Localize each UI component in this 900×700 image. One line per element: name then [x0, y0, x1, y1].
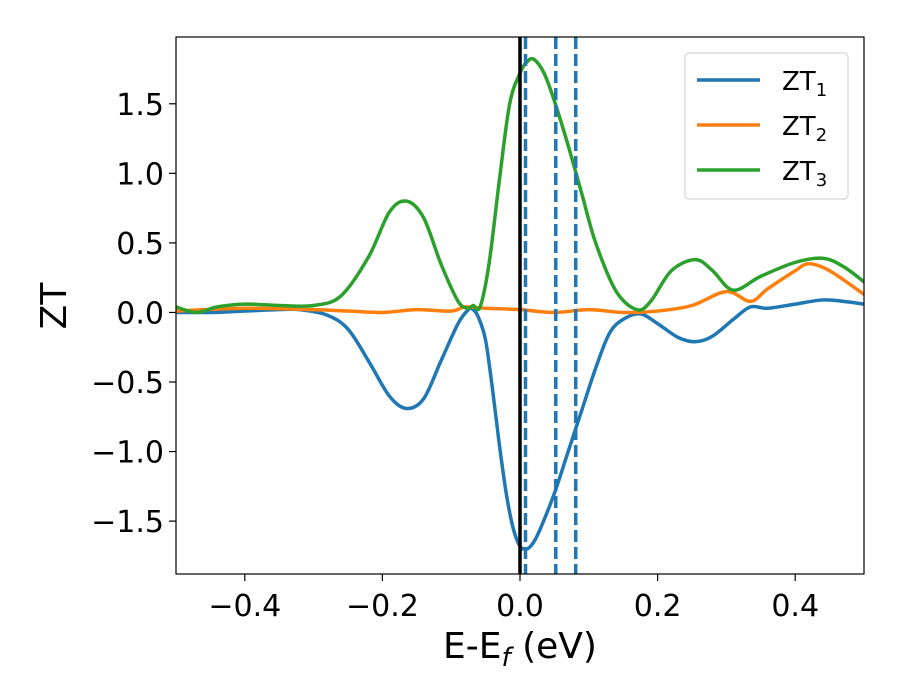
- series-line-zt2: [176, 262, 864, 315]
- y-axis-label: ZT: [34, 282, 75, 330]
- x-tick-label: 0.2: [634, 589, 682, 624]
- legend-box: [684, 52, 849, 200]
- legend-label-zt3: ZT3: [782, 157, 827, 191]
- x-tick-label: −0.4: [208, 589, 281, 624]
- x-axis: −0.4 −0.2 0.0 0.2 0.4: [208, 574, 819, 624]
- y-tick-label: 0.0: [116, 296, 164, 331]
- y-tick-label: 1.0: [116, 157, 164, 192]
- y-tick-label: 1.5: [116, 88, 164, 123]
- y-axis: −1.5 −1.0 −0.5 0.0 0.5 1.0 1.5: [91, 88, 176, 540]
- y-tick-label: 0.5: [116, 227, 164, 262]
- legend: ZT1 ZT2 ZT3: [684, 52, 849, 200]
- x-tick-label: −0.2: [346, 589, 419, 624]
- y-tick-label: −1.0: [91, 436, 164, 471]
- x-tick-label: 0.0: [496, 589, 544, 624]
- x-axis-label: E-Ef (eV): [443, 626, 597, 673]
- legend-label-zt1: ZT1: [782, 67, 827, 101]
- vertical-lines-layer: [518, 37, 578, 574]
- y-tick-label: −1.5: [91, 505, 164, 540]
- legend-label-zt2: ZT2: [782, 112, 827, 146]
- x-tick-label: 0.4: [771, 589, 819, 624]
- y-tick-label: −0.5: [91, 366, 164, 401]
